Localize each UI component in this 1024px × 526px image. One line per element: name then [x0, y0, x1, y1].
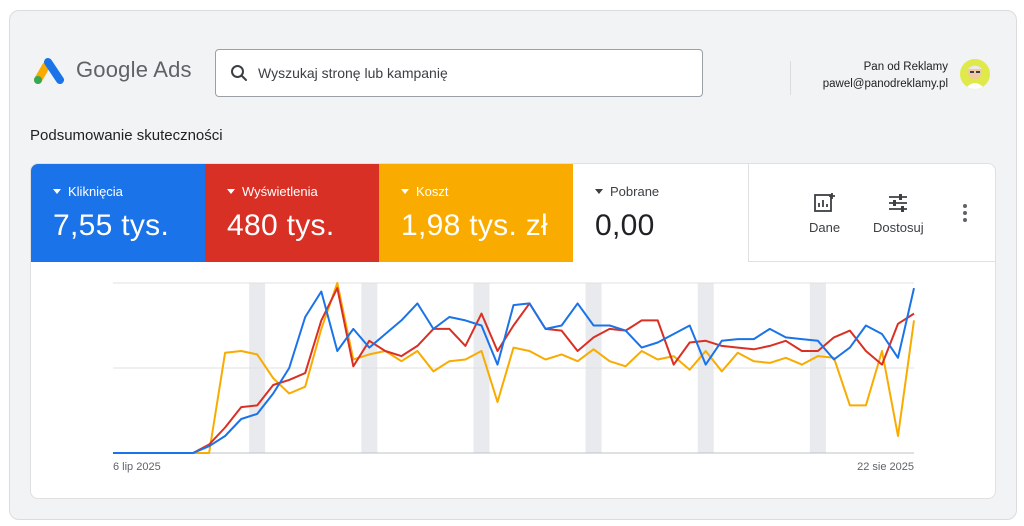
series-line-0[interactable] — [113, 287, 915, 454]
customize-button[interactable]: Dostosuj — [873, 192, 924, 235]
series-line-1[interactable] — [113, 287, 915, 454]
performance-chart: 6 lip 2025 22 sie 2025 — [31, 263, 995, 498]
metric-impressions[interactable]: Wyświetlenia 480 tys. — [205, 164, 379, 262]
caret-down-icon — [401, 189, 409, 194]
performance-card: Kliknięcia 7,55 tys. Wyświetlenia 480 ty… — [30, 163, 996, 499]
avatar-face-icon — [965, 65, 985, 89]
data-button-label: Dane — [809, 220, 841, 235]
metric-value: 480 tys. — [227, 209, 335, 242]
section-title: Podsumowanie skuteczności — [30, 127, 223, 144]
app-name: Google Ads — [76, 57, 192, 82]
metric-value: 0,00 — [595, 209, 655, 242]
x-axis-end-label: 22 sie 2025 — [857, 461, 914, 473]
x-axis-start-label: 6 lip 2025 — [113, 461, 161, 473]
performance-chart-svg: 6 lip 2025 22 sie 2025 — [113, 282, 915, 473]
metric-label: Kliknięcia — [68, 184, 123, 199]
app-frame: Google Ads Pan od Reklamy pawel@panodrek… — [9, 10, 1017, 520]
add-chart-icon — [813, 193, 835, 212]
metric-label: Wyświetlenia — [242, 184, 318, 199]
metric-value: 1,98 tys. zł — [401, 209, 548, 242]
search-input[interactable] — [258, 65, 702, 81]
caret-down-icon — [595, 189, 603, 194]
data-button[interactable]: Dane — [809, 192, 840, 235]
more-options-icon[interactable] — [959, 204, 971, 224]
series-line-2[interactable] — [113, 282, 915, 454]
metric-clicks[interactable]: Kliknięcia 7,55 tys. — [31, 164, 205, 262]
metric-value: 7,55 tys. — [53, 209, 170, 242]
metric-cost[interactable]: Koszt 1,98 tys. zł — [379, 164, 573, 262]
search-bar[interactable] — [215, 49, 703, 97]
search-icon — [231, 65, 247, 81]
account-name: Pan od Reklamy — [863, 61, 948, 73]
metric-label: Koszt — [416, 184, 449, 199]
customize-button-label: Dostosuj — [873, 220, 924, 235]
account-info[interactable]: Pan od Reklamy pawel@panodreklamy.pl — [823, 59, 948, 93]
google-ads-logo-icon — [34, 58, 64, 84]
avatar[interactable] — [960, 59, 990, 89]
metric-label: Pobrane — [610, 184, 660, 199]
tune-icon — [889, 194, 908, 212]
account-email: pawel@panodreklamy.pl — [822, 78, 948, 90]
metric-downloads[interactable]: Pobrane 0,00 — [573, 164, 749, 262]
metrics-row: Kliknięcia 7,55 tys. Wyświetlenia 480 ty… — [31, 164, 995, 262]
google-ads-logo[interactable]: Google Ads — [34, 56, 192, 84]
caret-down-icon — [227, 189, 235, 194]
caret-down-icon — [53, 189, 61, 194]
header-divider — [790, 61, 791, 95]
